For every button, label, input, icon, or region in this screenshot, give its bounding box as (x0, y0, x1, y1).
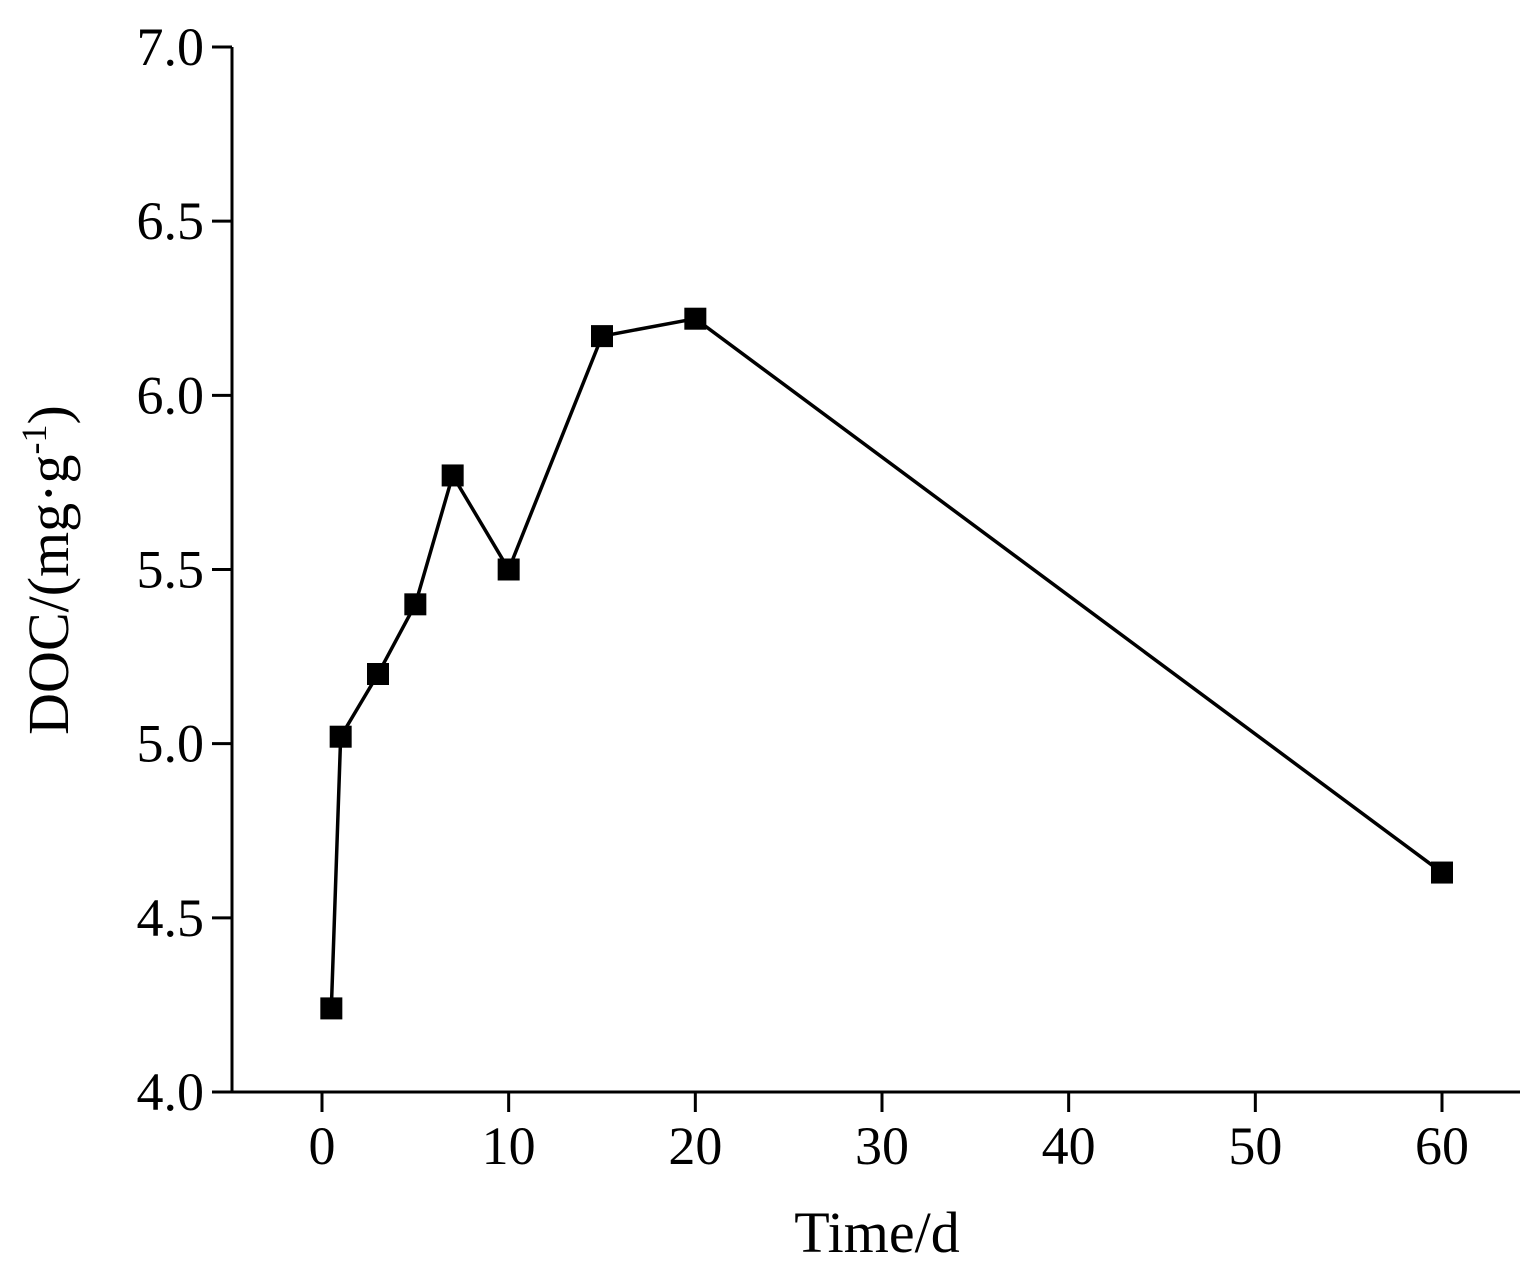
x-tick-label: 20 (668, 1116, 722, 1176)
data-point-marker (591, 325, 613, 348)
y-tick-label: 6.5 (137, 191, 205, 251)
x-tick-label: 50 (1228, 1116, 1282, 1176)
axes: 4.0 4.5 5.0 5.5 6.0 6.5 7.0 0 10 20 30 40 50 60 (137, 17, 1520, 1176)
y-axis-label: DOC/(mg·g-1) (14, 405, 81, 735)
data-point-marker (684, 307, 707, 330)
x-axis-label: Time/d (794, 1200, 959, 1265)
y-tick-label: 5.0 (137, 714, 205, 774)
data-point-marker (404, 593, 427, 616)
y-tick-label: 4.5 (137, 888, 205, 948)
x-tick-label: 0 (309, 1116, 336, 1176)
y-axis-label-superscript: -1 (14, 425, 54, 455)
data-point-marker (441, 464, 464, 487)
x-tick-label: 10 (482, 1116, 536, 1176)
y-axis-label-close: ) (16, 405, 81, 424)
data-point-marker (329, 725, 352, 748)
data-point-marker (320, 997, 343, 1020)
x-tick-label: 30 (855, 1116, 909, 1176)
data-marks (320, 307, 1453, 1020)
x-tick-label: 40 (1042, 1116, 1096, 1176)
data-point-marker (1431, 861, 1453, 884)
series-line (329, 316, 1444, 1009)
y-tick-label: 4.0 (137, 1062, 205, 1122)
y-tick-label: 7.0 (137, 17, 205, 77)
data-point-marker (367, 663, 389, 685)
y-tick-label: 5.5 (137, 540, 205, 600)
data-point-marker (497, 558, 520, 581)
y-axis-label-main: DOC/(mg·g (16, 455, 81, 735)
y-tick-label: 6.0 (137, 365, 205, 425)
x-tick-label: 60 (1415, 1116, 1469, 1176)
